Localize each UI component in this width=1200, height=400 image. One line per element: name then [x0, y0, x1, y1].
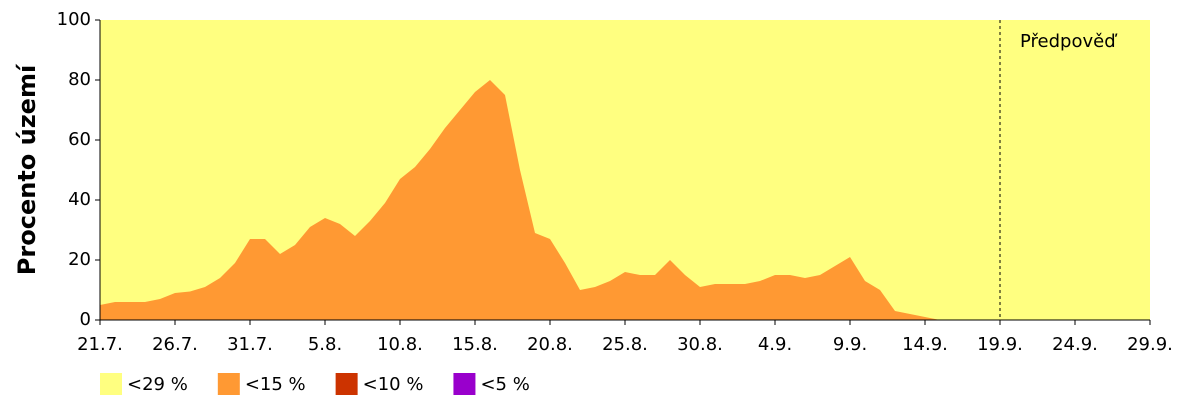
- legend-label: <15 %: [245, 374, 306, 395]
- x-tick-label: 4.9.: [758, 334, 792, 355]
- x-tick-label: 21.7.: [77, 334, 123, 355]
- y-tick-label: 80: [68, 69, 91, 90]
- x-tick-label: 14.9.: [902, 334, 948, 355]
- y-tick-label: 40: [68, 189, 91, 210]
- legend-label: <29 %: [127, 374, 188, 395]
- x-tick-label: 26.7.: [152, 334, 198, 355]
- x-tick-label: 9.9.: [833, 334, 867, 355]
- x-tick-label: 24.9.: [1052, 334, 1098, 355]
- legend-label: <10 %: [363, 374, 424, 395]
- y-tick-label: 100: [57, 9, 91, 30]
- y-tick-label: 20: [68, 249, 91, 270]
- x-tick-label: 30.8.: [677, 334, 723, 355]
- annotation: Předpověď: [1020, 31, 1118, 52]
- x-tick-label: 20.8.: [527, 334, 573, 355]
- y-axis-title: Procento území: [13, 63, 41, 275]
- legend-swatch: [453, 373, 476, 395]
- y-tick-label: 60: [68, 129, 91, 150]
- x-tick-label: 31.7.: [227, 334, 273, 355]
- y-tick-label: 0: [80, 309, 91, 330]
- x-tick-label: 19.9.: [977, 334, 1023, 355]
- x-tick-label: 25.8.: [602, 334, 648, 355]
- x-tick-label: 10.8.: [377, 334, 423, 355]
- legend-label: <5 %: [480, 374, 529, 395]
- x-tick-label: 15.8.: [452, 334, 498, 355]
- legend-swatch: [335, 373, 358, 395]
- legend-swatch: [100, 373, 122, 395]
- area: [100, 80, 1150, 320]
- legend-swatch: [217, 373, 240, 395]
- x-tick-label: 29.9.: [1127, 334, 1173, 355]
- x-tick-label: 5.8.: [308, 334, 342, 355]
